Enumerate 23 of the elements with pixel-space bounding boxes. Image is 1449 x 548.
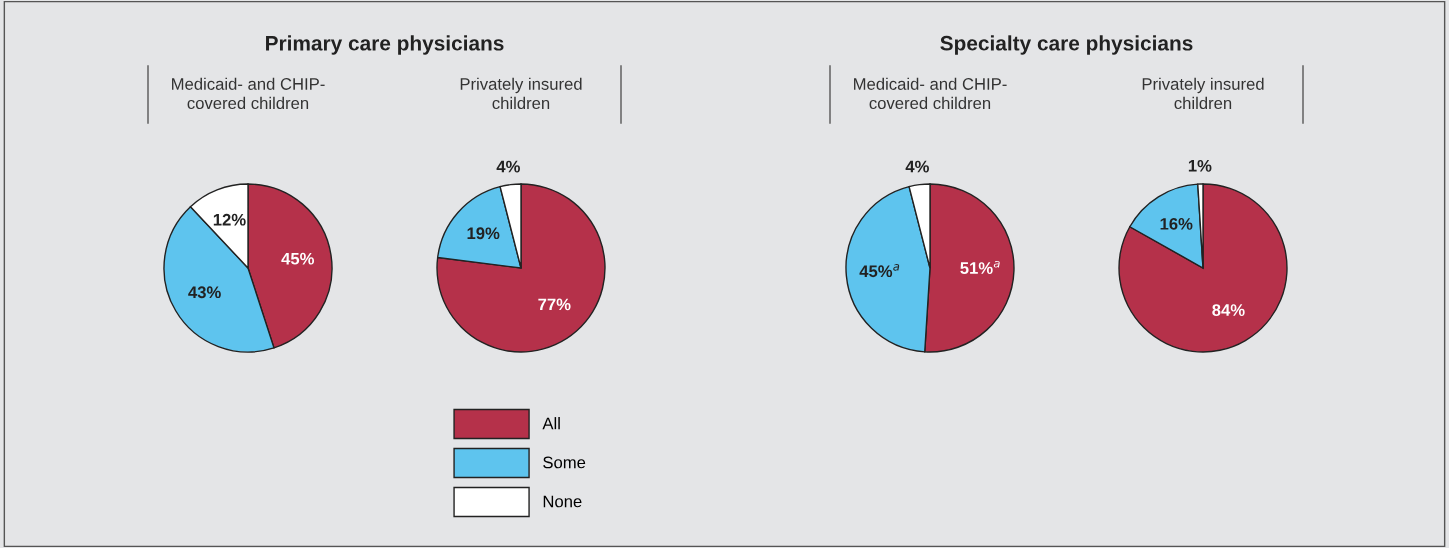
data-label: 45%	[281, 252, 315, 265]
data-label: 43%	[188, 286, 221, 299]
data-label: 77%	[538, 298, 571, 311]
data-label: 4%	[905, 160, 929, 173]
chart-title: Primary care physicians	[266, 35, 504, 55]
chart-subtitle: Medicaid- and CHIP- covered children	[172, 77, 325, 110]
pie-slice	[1118, 183, 1288, 353]
chart-subtitle: Medicaid- and CHIP- covered children	[854, 77, 1007, 110]
data-label: 19%	[467, 227, 500, 240]
chart-subtitle: Privately insured children	[1142, 77, 1264, 110]
data-label: 51%$^{a}$	[960, 260, 1000, 274]
pie-slice	[436, 183, 606, 353]
legend-label: All	[542, 417, 560, 430]
data-label: 45%$^{a}$	[859, 264, 900, 278]
legend-label: Some	[543, 456, 586, 469]
data-label: 1%	[1188, 159, 1212, 172]
chart-subtitle: Privately insured children	[460, 77, 582, 110]
legend-label: None	[543, 495, 582, 508]
data-label: 4%	[496, 160, 520, 173]
text: Specialty care physicians	[940, 35, 1193, 55]
data-label: 16%	[1160, 217, 1193, 230]
data-label: 84%	[1212, 304, 1245, 316]
data-label: 12%	[213, 213, 246, 226]
